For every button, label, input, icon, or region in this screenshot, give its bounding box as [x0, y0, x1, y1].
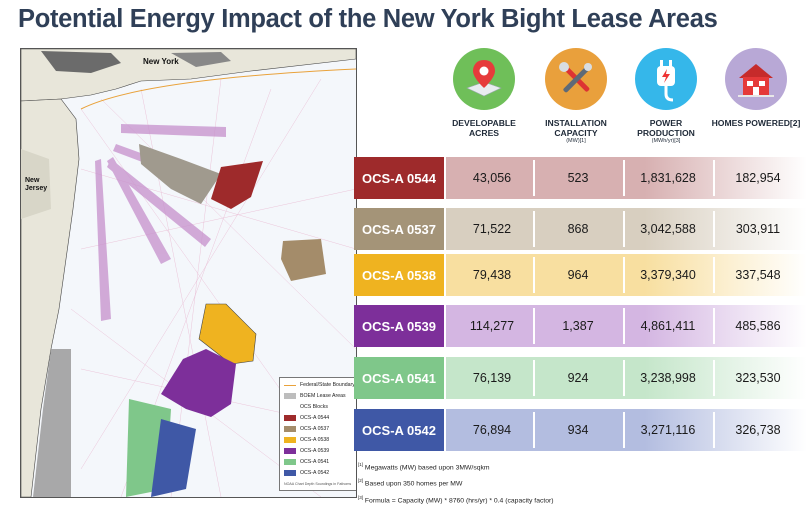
cell-divider — [713, 160, 715, 196]
lease-row: OCS-A 0538 79,438 964 3,379,340 337,548 — [354, 254, 807, 296]
row-background — [446, 254, 807, 296]
cell-divider — [533, 308, 535, 344]
cell-divider — [623, 211, 625, 247]
legend-item: OCS-A 0537 — [284, 426, 329, 432]
map-legend: Federal/State Boundary BOEM Lease Areas … — [279, 377, 356, 491]
legend-item: OCS-A 0541 — [284, 459, 329, 465]
cell-divider — [623, 308, 625, 344]
value-cell: 3,238,998 — [640, 371, 696, 385]
value-cell: 114,277 — [469, 319, 515, 333]
lease-area-map: New York New Jersey Federal/State Bounda… — [20, 48, 357, 498]
lease-id-label: OCS-A 0539 — [354, 305, 444, 347]
value-cell: 4,861,411 — [640, 319, 696, 333]
header-installation-capacity: INSTALLATION CAPACITY (MW)[1] — [545, 118, 607, 144]
value-cell: 182,954 — [735, 171, 781, 185]
lease-row: OCS-A 0544 43,056 523 1,831,628 182,954 — [354, 157, 807, 199]
value-cell: 1,387 — [562, 319, 594, 333]
cell-divider — [623, 160, 625, 196]
value-cell: 523 — [567, 171, 589, 185]
page-title: Potential Energy Impact of the New York … — [18, 5, 718, 33]
footnote: [1] Megawatts (MW) based upon 3MW/sqkm — [358, 462, 490, 472]
legend-federal-boundary: Federal/State Boundary — [284, 382, 355, 388]
value-cell: 76,139 — [472, 371, 512, 385]
value-cell: 3,271,116 — [640, 423, 696, 437]
header-developable-acres: DEVELOPABLE ACRES — [452, 118, 516, 138]
lease-row: OCS-A 0537 71,522 868 3,042,588 303,911 — [354, 208, 807, 250]
cell-divider — [713, 211, 715, 247]
value-cell: 964 — [567, 268, 589, 282]
lease-row: OCS-A 0539 114,277 1,387 4,861,411 485,586 — [354, 305, 807, 347]
row-background — [446, 305, 807, 347]
footnote: [2] Based upon 350 homes per MW — [358, 478, 463, 488]
map-label-new-jersey: New Jersey — [25, 177, 48, 192]
lease-row: OCS-A 0541 76,139 924 3,238,998 323,530 — [354, 357, 807, 399]
value-cell: 79,438 — [472, 268, 512, 282]
value-cell: 3,379,340 — [640, 268, 696, 282]
value-cell: 43,056 — [472, 171, 512, 185]
tools-icon — [545, 48, 607, 110]
legend-boem-areas: BOEM Lease Areas — [284, 393, 346, 399]
cell-divider — [533, 211, 535, 247]
lease-id-label: OCS-A 0537 — [354, 208, 444, 250]
header-homes-powered: HOMES POWERED[2] — [711, 118, 801, 128]
cell-divider — [713, 308, 715, 344]
header-power-production: POWER PRODUCTION (MWh/yr)[3] — [637, 118, 695, 144]
row-background — [446, 409, 807, 451]
power-plug-icon — [635, 48, 697, 110]
lease-row: OCS-A 0542 76,894 934 3,271,116 326,738 — [354, 409, 807, 451]
footnote: [3] Formula = Capacity (MW) * 8760 (hrs/… — [358, 494, 554, 504]
value-cell: 326,738 — [735, 423, 781, 437]
cell-divider — [533, 412, 535, 448]
cell-divider — [533, 160, 535, 196]
value-cell: 485,586 — [735, 319, 781, 333]
cell-divider — [713, 257, 715, 293]
map-pin-icon — [453, 48, 515, 110]
value-cell: 868 — [567, 222, 589, 236]
map-label-new-york: New York — [143, 57, 179, 66]
map-graphic — [21, 49, 356, 497]
cell-divider — [623, 360, 625, 396]
house-icon — [725, 48, 787, 110]
row-background — [446, 157, 807, 199]
legend-item: OCS-A 0538 — [284, 437, 329, 443]
legend-item: OCS-A 0539 — [284, 448, 329, 454]
row-background — [446, 357, 807, 399]
cell-divider — [533, 257, 535, 293]
legend-ocs-blocks: OCS Blocks — [300, 404, 328, 410]
value-cell: 337,548 — [735, 268, 781, 282]
value-cell: 76,894 — [472, 423, 512, 437]
cell-divider — [713, 360, 715, 396]
value-cell: 924 — [567, 371, 589, 385]
lease-id-label: OCS-A 0538 — [354, 254, 444, 296]
cell-divider — [623, 257, 625, 293]
value-cell: 303,911 — [735, 222, 781, 236]
cell-divider — [533, 360, 535, 396]
lease-id-label: OCS-A 0541 — [354, 357, 444, 399]
map-footer: NOAA Chart Depth Soundings in Fathoms — [284, 482, 352, 486]
value-cell: 323,530 — [735, 371, 781, 385]
row-background — [446, 208, 807, 250]
value-cell: 3,042,588 — [640, 222, 696, 236]
lease-id-label: OCS-A 0542 — [354, 409, 444, 451]
lease-id-label: OCS-A 0544 — [354, 157, 444, 199]
cell-divider — [713, 412, 715, 448]
value-cell: 934 — [567, 423, 589, 437]
legend-item: OCS-A 0542 — [284, 470, 329, 476]
footnotes: [1] Megawatts (MW) based upon 3MW/sqkm [… — [358, 458, 554, 507]
value-cell: 71,522 — [472, 222, 512, 236]
cell-divider — [623, 412, 625, 448]
legend-item: OCS-A 0544 — [284, 415, 329, 421]
value-cell: 1,831,628 — [640, 171, 696, 185]
